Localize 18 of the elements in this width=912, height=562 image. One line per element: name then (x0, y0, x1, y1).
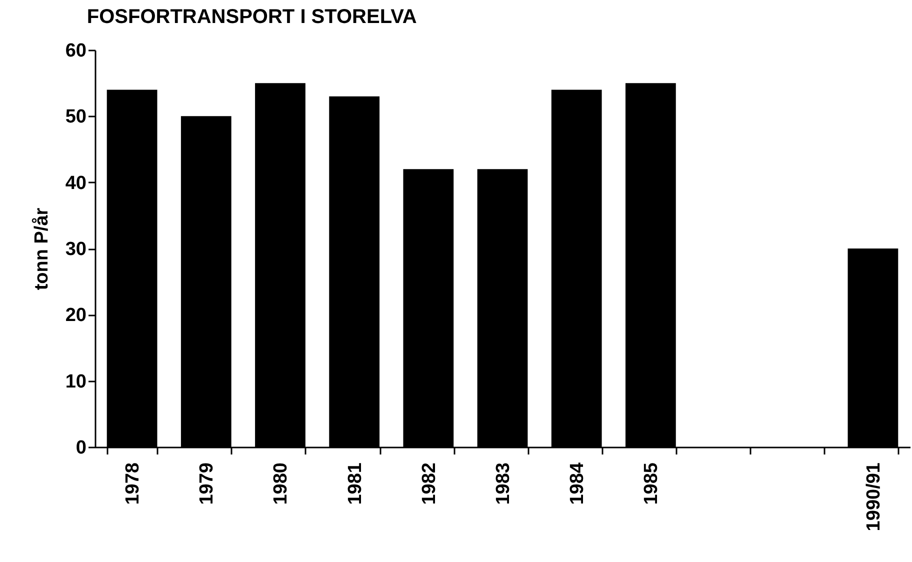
y-tick-label: 10 (65, 371, 86, 392)
y-tick-label: 30 (65, 239, 86, 260)
x-tick-label: 1980 (270, 462, 292, 505)
y-tick-label: 0 (76, 438, 86, 458)
chart-title: FOSFORTRANSPORT I STORELVA (86, 6, 417, 28)
y-axis-title: tonn P/år (31, 207, 52, 290)
x-tick-label: 1990/91 (863, 462, 884, 532)
x-tick-label: 1984 (567, 462, 588, 505)
x-tick-label: 1985 (641, 462, 662, 505)
y-tick-label: 20 (65, 305, 86, 326)
x-tick-label: 1982 (418, 462, 440, 505)
y-tick-label: 50 (65, 106, 86, 128)
x-tick-label: 1983 (493, 462, 514, 505)
y-tick-label: 60 (65, 40, 86, 62)
x-tick-label: 1978 (122, 462, 144, 505)
x-tick-label: 1981 (344, 462, 366, 505)
y-tick-label: 40 (65, 172, 86, 194)
x-tick-label: 1979 (196, 462, 218, 505)
